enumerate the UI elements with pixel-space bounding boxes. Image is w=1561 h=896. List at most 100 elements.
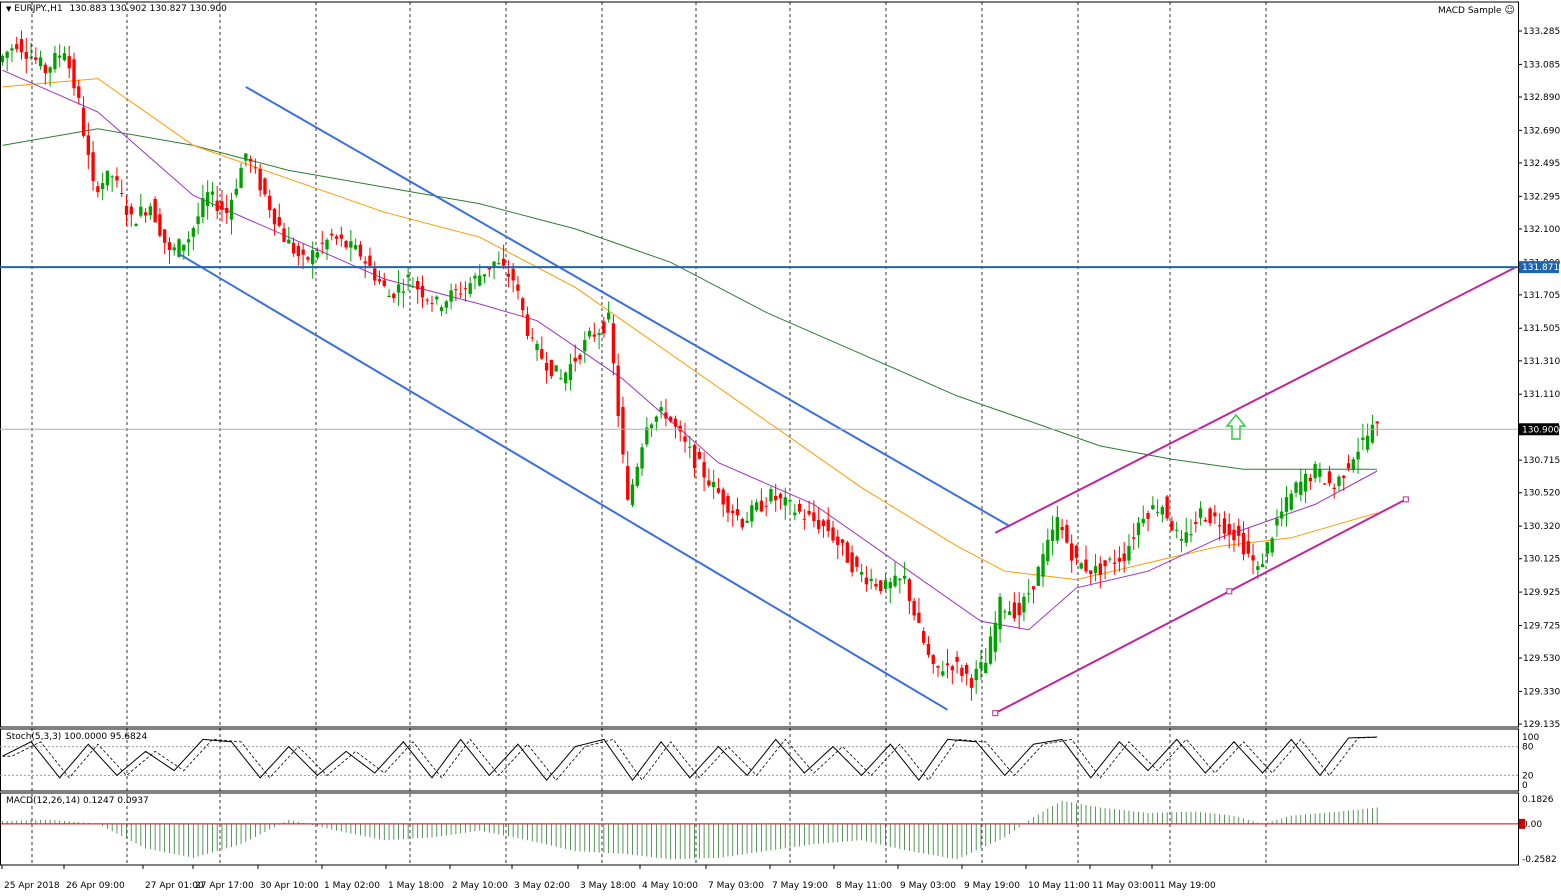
candle-body [139, 206, 143, 216]
candle-body [196, 216, 200, 225]
candle-body [38, 57, 43, 67]
candle-body [172, 247, 176, 251]
candle-body [1194, 521, 1198, 524]
candle-body [1270, 538, 1274, 553]
candle-body [0, 55, 5, 63]
candle-body [754, 502, 759, 511]
candle-body [1237, 525, 1241, 536]
candle-body [640, 447, 644, 469]
candle-body [1003, 611, 1007, 613]
candle-body [521, 298, 525, 311]
stoch-main-line [2, 736, 1378, 782]
candle-body [783, 497, 787, 506]
candle-body [253, 167, 258, 169]
candle-body [888, 582, 892, 589]
candle-body [969, 678, 974, 688]
candle-body [516, 284, 520, 291]
candle-body [774, 495, 778, 501]
candle-body [277, 217, 281, 226]
time-tick-label: 11 May 19:00 [1154, 881, 1216, 891]
expert-advisor[interactable]: MACD Sample ☺ [1438, 5, 1515, 16]
ma-slow-line [2, 128, 1378, 470]
candle-body [1122, 553, 1126, 562]
candle-body [816, 519, 821, 530]
symbol-triangle-icon[interactable]: ▼ [6, 5, 12, 13]
candle-body [1146, 513, 1150, 519]
candle-body [845, 542, 849, 563]
candle-body [692, 444, 697, 469]
candle-body [143, 212, 148, 216]
time-tick-label: 27 Apr 01:00 [145, 881, 204, 891]
candle-body [984, 662, 988, 674]
candle-body [606, 312, 611, 320]
candle-body [1318, 469, 1322, 477]
candle-body [463, 288, 468, 290]
price-tick-label: 132.295 [1523, 192, 1560, 202]
candle-body [353, 245, 358, 250]
candle-body [769, 489, 773, 502]
candle-body [678, 425, 682, 432]
price-tick-label: 132.690 [1523, 126, 1560, 136]
candle-body [377, 279, 382, 282]
candles [0, 30, 1379, 701]
candle-body [1275, 518, 1279, 526]
horizontal-levels[interactable] [0, 266, 1518, 430]
price-tick-label: 132.495 [1523, 159, 1560, 169]
candle-body [688, 446, 692, 448]
candle-body [220, 201, 224, 210]
candle-body [153, 198, 157, 223]
candle-body [1213, 512, 1217, 517]
candle-body [15, 44, 19, 49]
candle-body [554, 365, 558, 372]
candle-body [439, 307, 444, 312]
candle-body [330, 233, 334, 236]
candle-body [850, 552, 854, 573]
candle-body [296, 245, 301, 257]
price-tick-label: 129.135 [1523, 720, 1560, 730]
candle-body [91, 152, 95, 182]
stoch-signal-line [2, 736, 1378, 781]
chart-frame [0, 1, 1519, 866]
time-tick-label: 10 May 11:00 [1028, 881, 1090, 891]
candle-body [683, 436, 687, 442]
candle-body [1294, 482, 1298, 493]
candle-body [735, 509, 740, 516]
candle-body [368, 255, 372, 266]
candle-body [931, 655, 935, 665]
candle-body [444, 301, 449, 308]
candle-body [1322, 483, 1327, 485]
candle-body [1227, 524, 1231, 535]
candle-body [1351, 459, 1355, 471]
candle-body [1022, 596, 1026, 613]
candle-body [158, 214, 162, 236]
candle-body [669, 416, 673, 422]
candle-body [673, 418, 678, 427]
candle-body [458, 293, 463, 295]
candle-body [1251, 555, 1255, 561]
candle-body [81, 107, 86, 136]
candle-body [506, 273, 511, 277]
candle-body [836, 536, 840, 545]
candle-body [778, 493, 783, 499]
candle-body [430, 303, 434, 305]
trendline-anchor [1226, 588, 1233, 595]
macd-label: MACD(12,26,14) 0.1247 0.0937 [6, 796, 149, 806]
candle-body [912, 600, 916, 616]
macd-level-label: -0.2582 [1522, 855, 1557, 865]
candle-body [291, 242, 296, 254]
candle-body [454, 289, 458, 291]
candle-body [86, 135, 90, 155]
trendlines[interactable] [178, 86, 1517, 717]
candle-body [1074, 545, 1079, 558]
candle-body [1151, 505, 1155, 510]
candle-body [1203, 519, 1208, 522]
candle-body [334, 236, 339, 239]
candle-body [563, 372, 568, 384]
candle-body [1332, 487, 1336, 490]
time-tick-label: 8 May 11:00 [836, 881, 892, 891]
price-tick-label: 133.085 [1523, 60, 1560, 70]
expert-label: MACD Sample [1438, 6, 1502, 16]
candle-body [535, 343, 539, 351]
candle-body [210, 191, 215, 195]
